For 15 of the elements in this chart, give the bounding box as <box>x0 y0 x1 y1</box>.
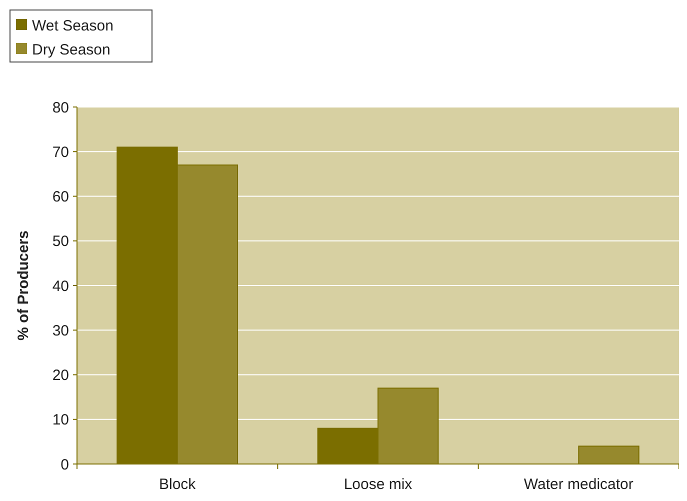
y-tick-label: 20 <box>52 367 69 384</box>
x-tick-label: Block <box>158 476 196 493</box>
x-tick-label: Loose mix <box>344 476 413 493</box>
y-tick-label: 30 <box>52 322 69 340</box>
y-tick-label: 10 <box>52 412 69 429</box>
y-tick-label: 70 <box>52 144 69 161</box>
legend-label: Wet Season <box>32 17 114 34</box>
y-tick-label: 60 <box>52 188 69 206</box>
y-axis-title: % of Producers <box>15 230 32 341</box>
legend-label: Dry Season <box>32 41 110 58</box>
y-tick-label: 0 <box>60 456 69 474</box>
y-tick-label: 40 <box>52 278 69 295</box>
y-tick-label: 80 <box>52 99 69 116</box>
y-tick-label: 50 <box>52 233 69 250</box>
x-tick-label: Water medicator <box>524 476 634 493</box>
